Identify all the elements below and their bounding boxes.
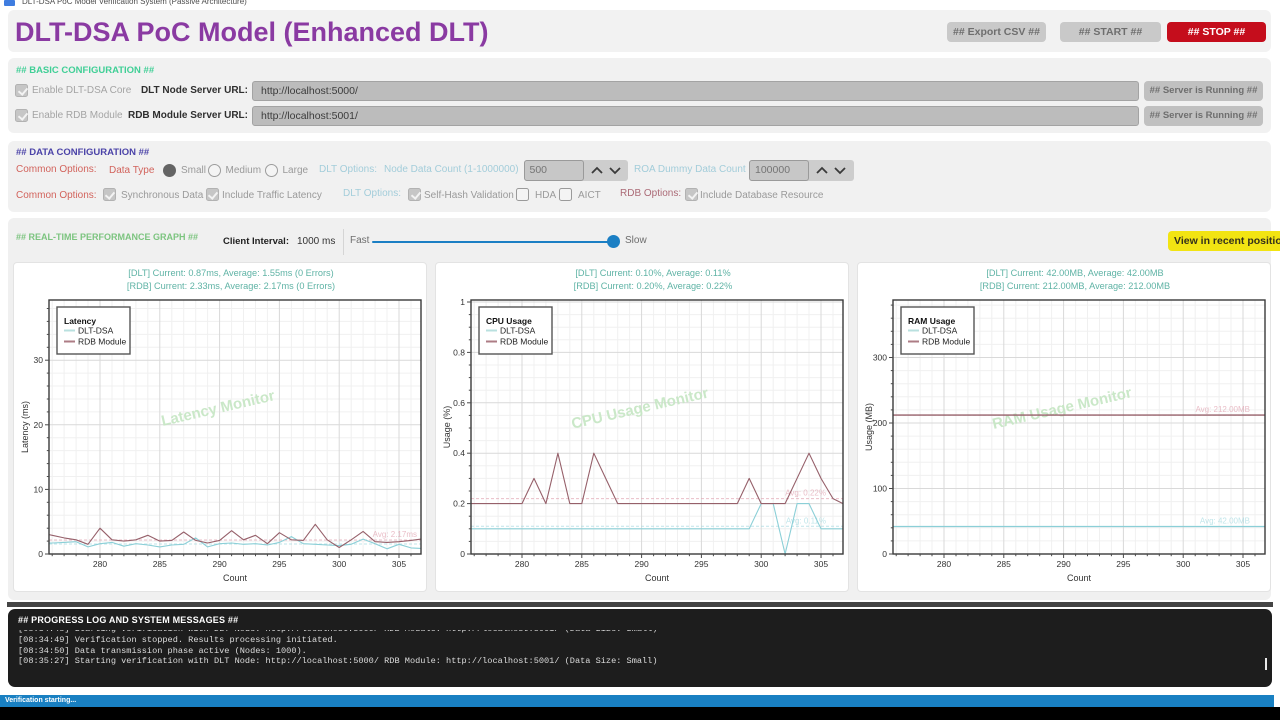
svg-text:295: 295 — [694, 559, 708, 569]
svg-text:Avg: 42.00MB: Avg: 42.00MB — [1200, 517, 1250, 526]
svg-text:Count: Count — [223, 573, 248, 583]
svg-text:295: 295 — [1116, 559, 1130, 569]
svg-text:305: 305 — [392, 559, 406, 569]
svg-text:Usage (%): Usage (%) — [442, 406, 452, 449]
svg-text:CPU Usage: CPU Usage — [486, 316, 532, 326]
svg-text:RAM Usage: RAM Usage — [908, 316, 956, 326]
svg-text:30: 30 — [34, 355, 44, 365]
svg-text:295: 295 — [272, 559, 286, 569]
svg-text:DLT-DSA: DLT-DSA — [78, 326, 114, 336]
svg-text:0.2: 0.2 — [453, 499, 465, 509]
svg-text:DLT-DSA: DLT-DSA — [922, 326, 958, 336]
svg-text:RDB Module: RDB Module — [78, 337, 126, 347]
svg-text:280: 280 — [93, 559, 107, 569]
svg-text:285: 285 — [575, 559, 589, 569]
svg-text:0: 0 — [38, 549, 43, 559]
svg-text:Usage (MB): Usage (MB) — [864, 403, 874, 451]
svg-text:305: 305 — [1236, 559, 1250, 569]
svg-text:Avg: 0.22%: Avg: 0.22% — [785, 489, 826, 498]
svg-text:200: 200 — [873, 418, 887, 428]
svg-text:300: 300 — [873, 353, 887, 363]
svg-text:RAM Usage Monitor: RAM Usage Monitor — [991, 384, 1134, 433]
svg-text:Avg: 2.17ms: Avg: 2.17ms — [373, 530, 417, 539]
svg-text:300: 300 — [754, 559, 768, 569]
svg-text:0: 0 — [882, 549, 887, 559]
svg-text:290: 290 — [1057, 559, 1071, 569]
svg-text:290: 290 — [635, 559, 649, 569]
svg-text:1: 1 — [460, 297, 465, 307]
svg-text:285: 285 — [997, 559, 1011, 569]
svg-text:280: 280 — [937, 559, 951, 569]
svg-text:DLT-DSA: DLT-DSA — [500, 326, 536, 336]
svg-text:300: 300 — [332, 559, 346, 569]
svg-text:290: 290 — [213, 559, 227, 569]
svg-text:Latency: Latency — [64, 316, 96, 326]
svg-text:285: 285 — [153, 559, 167, 569]
svg-text:RDB Module: RDB Module — [922, 337, 970, 347]
svg-text:300: 300 — [1176, 559, 1190, 569]
svg-text:0.6: 0.6 — [453, 398, 465, 408]
svg-text:0.8: 0.8 — [453, 347, 465, 357]
svg-text:0.4: 0.4 — [453, 448, 465, 458]
svg-text:Avg: 212.00MB: Avg: 212.00MB — [1195, 405, 1250, 414]
svg-text:100: 100 — [873, 484, 887, 494]
svg-text:Count: Count — [1067, 573, 1092, 583]
svg-text:0: 0 — [460, 549, 465, 559]
svg-text:Latency (ms): Latency (ms) — [20, 401, 30, 453]
svg-text:305: 305 — [814, 559, 828, 569]
svg-text:280: 280 — [515, 559, 529, 569]
svg-text:Count: Count — [645, 573, 670, 583]
svg-text:20: 20 — [34, 420, 44, 430]
svg-text:Latency Monitor: Latency Monitor — [160, 387, 277, 430]
svg-text:10: 10 — [34, 484, 44, 494]
svg-text:Avg: 0.11%: Avg: 0.11% — [786, 516, 826, 525]
svg-text:RDB Module: RDB Module — [500, 337, 548, 347]
